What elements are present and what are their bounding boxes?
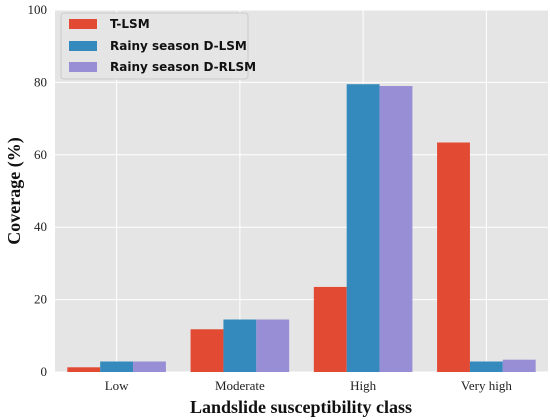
bar-t-lsm-moderate [190,329,224,372]
y-tick-0: 0 [41,364,48,379]
x-tick-high: High [350,378,377,393]
legend-label-t-lsm: T-LSM [110,17,150,31]
legend-swatch-d-lsm [69,41,97,51]
x-tick-labels: Low Moderate High Very high [105,378,513,393]
y-tick-60: 60 [34,147,47,162]
bar-rainy-season-d-rlsm-high [379,86,413,373]
x-tick-very-high: Very high [461,378,512,393]
y-tick-100: 100 [28,2,48,17]
legend-label-d-rlsm: Rainy season D-RLSM [110,60,256,74]
bar-rainy-season-d-rlsm-moderate [256,319,290,372]
bars [67,84,536,373]
legend-swatch-t-lsm [69,19,97,29]
legend-label-d-lsm: Rainy season D-LSM [110,39,247,53]
legend: T-LSM Rainy season D-LSM Rainy season D-… [60,12,256,80]
y-tick-80: 80 [34,74,47,89]
bar-t-lsm-very-high [437,142,470,372]
y-axis-title: Coverage (%) [4,137,25,244]
legend-swatch-d-rlsm [69,62,97,72]
bar-rainy-season-d-lsm-high [346,84,380,373]
x-tick-low: Low [105,378,129,393]
y-tick-20: 20 [34,292,47,307]
bar-rainy-season-d-lsm-moderate [223,319,257,372]
x-tick-moderate: Moderate [215,378,265,393]
bar-rainy-season-d-rlsm-very-high [502,359,536,372]
bar-t-lsm-low [67,367,101,372]
bar-rainy-season-d-rlsm-low [133,361,166,372]
bar-t-lsm-high [313,286,347,372]
x-axis-title: Landslide susceptibility class [190,397,412,417]
legend-box [60,12,249,80]
bar-rainy-season-d-lsm-low [100,361,134,372]
y-tick-40: 40 [34,219,47,234]
y-tick-labels: 0 20 40 60 80 100 [28,2,48,379]
bar-rainy-season-d-lsm-very-high [469,361,503,372]
